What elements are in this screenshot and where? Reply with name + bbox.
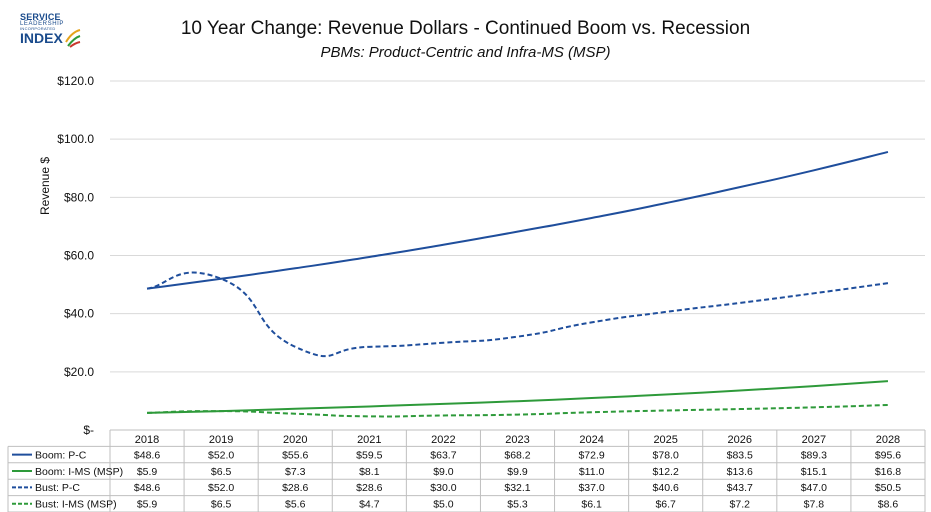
data-label: $8.6 — [878, 499, 899, 511]
x-tick-label: 2020 — [283, 434, 307, 446]
data-label: $5.9 — [137, 466, 158, 478]
y-tick-label: $100.0 — [57, 132, 94, 146]
y-tick-label: $20.0 — [64, 365, 94, 379]
data-label: $5.6 — [285, 499, 306, 511]
x-tick-label: 2027 — [802, 434, 826, 446]
x-tick-label: 2025 — [653, 434, 677, 446]
data-label: $37.0 — [578, 482, 604, 494]
data-label: $6.1 — [581, 499, 602, 511]
x-tick-label: 2028 — [876, 434, 900, 446]
x-tick-label: 2023 — [505, 434, 529, 446]
data-label: $6.7 — [655, 499, 676, 511]
data-label: $55.6 — [282, 449, 308, 461]
data-label: $52.0 — [208, 482, 234, 494]
service-leadership-index-logo: SERVICE LEADERSHIP INCORPORATED INDEX — [20, 12, 82, 52]
data-label: $59.5 — [356, 449, 382, 461]
x-tick-label: 2022 — [431, 434, 455, 446]
x-tick-label: 2018 — [135, 434, 159, 446]
legend-label: Boom: I-MS (MSP) — [35, 466, 123, 478]
y-tick-label: $40.0 — [64, 307, 94, 321]
data-label: $95.6 — [875, 449, 901, 461]
data-label: $30.0 — [430, 482, 456, 494]
data-label: $52.0 — [208, 449, 234, 461]
y-tick-label: $- — [83, 423, 94, 437]
chart-title: 10 Year Change: Revenue Dollars - Contin… — [180, 18, 751, 39]
x-tick-label: 2019 — [209, 434, 233, 446]
y-tick-label: $60.0 — [64, 249, 94, 263]
data-label: $32.1 — [504, 482, 530, 494]
logo-line-3: INCORPORATED — [20, 26, 56, 31]
data-label: $43.7 — [727, 482, 753, 494]
data-label: $48.6 — [134, 482, 160, 494]
data-label: $8.1 — [359, 466, 380, 478]
data-label: $5.3 — [507, 499, 528, 511]
data-label: $83.5 — [727, 449, 753, 461]
chart-subtitle: PBMs: Product-Centric and Infra-MS (MSP) — [320, 44, 611, 61]
data-label: $89.3 — [801, 449, 827, 461]
series-line — [147, 380, 889, 414]
x-tick-label: 2026 — [728, 434, 752, 446]
data-label: $50.5 — [875, 482, 901, 494]
data-label: $7.3 — [285, 466, 306, 478]
data-label: $48.6 — [134, 449, 160, 461]
data-label: $68.2 — [504, 449, 530, 461]
data-label: $12.2 — [653, 466, 679, 478]
data-label: $15.1 — [801, 466, 827, 478]
logo-swoosh-icon — [65, 29, 81, 48]
x-tick-label: 2024 — [579, 434, 603, 446]
data-label: $6.5 — [211, 499, 232, 511]
data-label: $13.6 — [727, 466, 753, 478]
data-label: $4.7 — [359, 499, 380, 511]
legend-label: Bust: P-C — [35, 482, 80, 494]
data-label: $78.0 — [653, 449, 679, 461]
data-label: $72.9 — [578, 449, 604, 461]
series-line — [146, 150, 889, 290]
logo-line-2: LEADERSHIP — [20, 21, 65, 27]
logo-line-4: INDEX — [20, 30, 63, 46]
data-label: $40.6 — [653, 482, 679, 494]
y-tick-label: $80.0 — [64, 190, 94, 204]
y-tick-label: $120.0 — [57, 74, 94, 88]
series-line — [147, 403, 888, 418]
legend-label: Bust: I-MS (MSP) — [35, 499, 117, 511]
data-label: $47.0 — [801, 482, 827, 494]
data-label: $5.9 — [137, 499, 158, 511]
data-label: $28.6 — [282, 482, 308, 494]
data-label: $9.9 — [507, 466, 528, 478]
data-label: $6.5 — [211, 466, 232, 478]
data-label: $9.0 — [433, 466, 454, 478]
data-label: $7.8 — [804, 499, 825, 511]
data-label: $7.2 — [730, 499, 751, 511]
data-label: $28.6 — [356, 482, 382, 494]
data-label: $11.0 — [579, 466, 605, 478]
data-label: $63.7 — [430, 449, 456, 461]
legend-label: Boom: P-C — [35, 449, 87, 461]
logo-line-1: SERVICE — [20, 12, 61, 22]
series-line — [146, 271, 889, 358]
data-label: $5.0 — [433, 499, 454, 511]
data-label: $16.8 — [875, 466, 901, 478]
x-tick-label: 2021 — [357, 434, 381, 446]
